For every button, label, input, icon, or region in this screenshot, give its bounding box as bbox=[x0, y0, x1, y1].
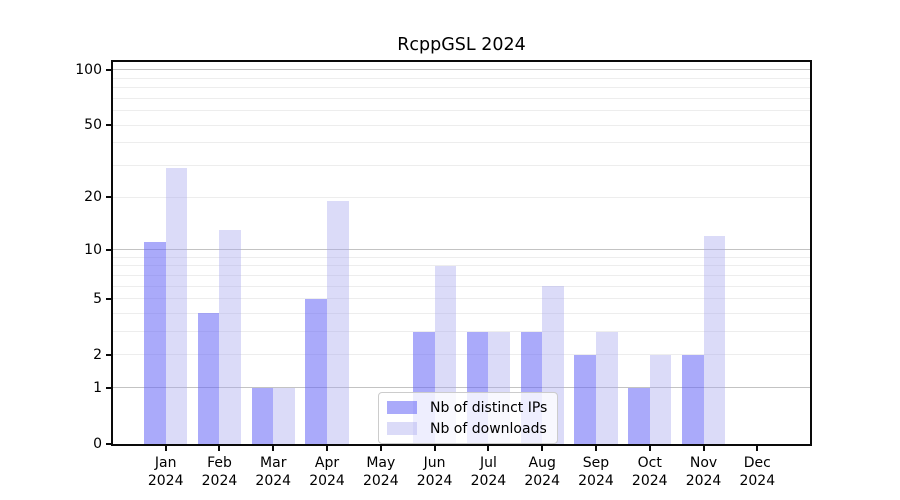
bar-nb-of-downloads bbox=[327, 201, 349, 444]
y-tick-label: 10 bbox=[84, 241, 102, 258]
y-tick-mark bbox=[106, 297, 111, 300]
chart-title: RcppGSL 2024 bbox=[397, 35, 526, 55]
legend-label-distinct-ips: Nb of distinct IPs bbox=[430, 399, 548, 416]
x-tick-label: Apr 2024 bbox=[309, 455, 345, 489]
y-tick-mark bbox=[106, 386, 111, 389]
bar-nb-of-distinct-ips bbox=[305, 298, 328, 444]
y-tick-mark bbox=[106, 196, 111, 199]
gridline-minor bbox=[113, 110, 810, 112]
x-tick-label: Jan 2024 bbox=[147, 455, 184, 489]
x-tick-mark bbox=[272, 446, 275, 451]
y-tick-label: 20 bbox=[84, 189, 102, 206]
gridline-minor bbox=[113, 124, 810, 126]
y-tick-label: 50 bbox=[84, 117, 102, 134]
gridline-minor bbox=[113, 331, 810, 333]
bar-nb-of-downloads bbox=[649, 354, 672, 444]
bar-nb-of-distinct-ips bbox=[251, 387, 274, 444]
bar-nb-of-downloads bbox=[595, 331, 618, 444]
legend-entry-downloads: Nb of downloads bbox=[387, 420, 547, 437]
gridline-major bbox=[113, 69, 810, 71]
bar-nb-of-distinct-ips bbox=[197, 313, 220, 444]
gridline-minor bbox=[113, 285, 810, 287]
gridline-minor bbox=[113, 196, 810, 198]
x-tick-mark bbox=[487, 446, 490, 451]
x-tick-label: Aug 2024 bbox=[524, 455, 560, 489]
gridline-minor bbox=[113, 256, 810, 258]
bar-nb-of-downloads bbox=[703, 235, 726, 444]
x-tick-label: Feb 2024 bbox=[201, 455, 238, 489]
y-tick-mark bbox=[106, 248, 111, 251]
y-tick-label: 5 bbox=[93, 290, 102, 307]
x-tick-label: Jul 2024 bbox=[470, 455, 507, 489]
x-tick-label: Oct 2024 bbox=[631, 455, 668, 489]
gridline-minor bbox=[113, 87, 810, 89]
gridline-major bbox=[113, 249, 810, 250]
legend-swatch-distinct-ips bbox=[387, 401, 417, 414]
gridline-minor bbox=[113, 97, 810, 99]
x-tick-label: Dec 2024 bbox=[739, 455, 776, 489]
x-tick-mark bbox=[541, 446, 544, 451]
bar-nb-of-downloads bbox=[165, 168, 188, 444]
x-tick-mark bbox=[756, 446, 759, 451]
bar-nb-of-downloads bbox=[273, 387, 295, 444]
x-tick-mark bbox=[164, 446, 167, 451]
bar-nb-of-distinct-ips bbox=[574, 354, 596, 444]
y-tick-mark bbox=[106, 353, 111, 356]
chart-legend: Nb of distinct IPs Nb of downloads bbox=[378, 392, 559, 444]
x-tick-label: Nov 2024 bbox=[685, 455, 722, 489]
x-tick-mark bbox=[218, 446, 221, 451]
y-tick-mark bbox=[106, 443, 111, 445]
gridline-minor bbox=[113, 298, 810, 300]
x-tick-label: Sep 2024 bbox=[578, 455, 614, 489]
legend-swatch-downloads bbox=[387, 422, 417, 435]
gridline-minor bbox=[113, 164, 810, 166]
bar-nb-of-distinct-ips bbox=[681, 354, 704, 444]
y-tick-label: 1 bbox=[93, 379, 102, 396]
y-tick-mark bbox=[106, 68, 111, 71]
y-tick-label: 0 bbox=[93, 436, 102, 452]
x-tick-mark bbox=[594, 446, 597, 451]
legend-label-downloads: Nb of downloads bbox=[430, 420, 547, 437]
gridline-minor bbox=[113, 265, 810, 267]
gridline-minor bbox=[113, 312, 810, 314]
gridline-major bbox=[113, 387, 810, 389]
y-tick-label: 100 bbox=[75, 61, 102, 78]
legend-entry-distinct-ips: Nb of distinct IPs bbox=[387, 399, 547, 416]
bar-nb-of-distinct-ips bbox=[628, 387, 650, 444]
y-tick-label: 2 bbox=[93, 346, 102, 363]
x-tick-label: May 2024 bbox=[362, 455, 399, 489]
x-tick-mark bbox=[702, 446, 705, 451]
gridline-minor bbox=[113, 354, 810, 356]
x-tick-label: Mar 2024 bbox=[255, 455, 292, 489]
x-tick-mark bbox=[326, 446, 329, 451]
x-tick-mark bbox=[433, 446, 436, 451]
bar-nb-of-distinct-ips bbox=[144, 242, 166, 444]
y-tick-mark bbox=[106, 124, 111, 127]
plot-area: Nb of distinct IPs Nb of downloads 0 1 2 5 1… bbox=[75, 60, 812, 489]
x-tick-mark bbox=[379, 446, 382, 451]
bar-nb-of-downloads bbox=[219, 229, 242, 444]
x-tick-label: Jun 2024 bbox=[416, 455, 453, 489]
gridline-minor bbox=[113, 77, 810, 79]
gridline-minor bbox=[113, 142, 810, 144]
gridline-minor bbox=[113, 274, 810, 276]
x-tick-mark bbox=[648, 446, 651, 451]
